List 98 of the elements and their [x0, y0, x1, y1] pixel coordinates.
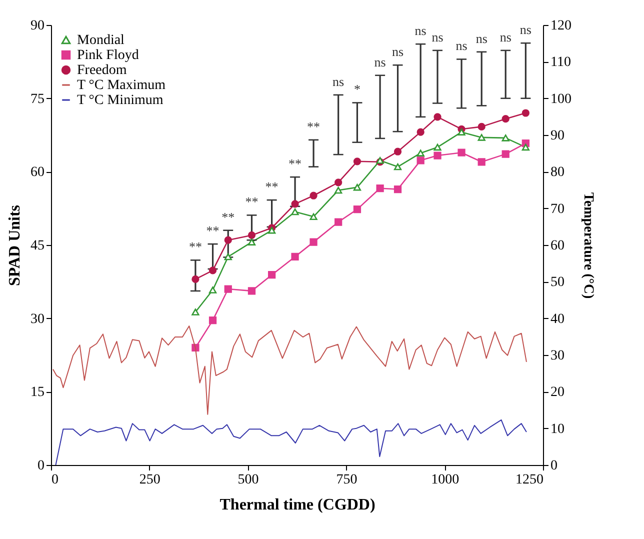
point — [224, 236, 232, 244]
y2-tick-label: 120 — [550, 18, 572, 34]
line-series — [52, 326, 527, 415]
point — [334, 178, 342, 186]
point — [502, 115, 510, 123]
point — [376, 184, 384, 192]
point — [268, 226, 276, 234]
point — [208, 316, 217, 324]
point — [394, 148, 402, 156]
point — [291, 200, 299, 208]
point — [353, 184, 362, 191]
point — [268, 271, 276, 279]
data-label: ns — [500, 29, 512, 44]
y2-tick-label: 70 — [550, 202, 564, 217]
point — [334, 186, 342, 194]
data-label: * — [354, 82, 360, 97]
x-tick-label: 1250 — [516, 472, 544, 488]
y2-tick-label: 20 — [550, 385, 564, 400]
data-label: ns — [392, 44, 404, 60]
data-label: ns — [476, 30, 488, 46]
point — [478, 122, 486, 130]
point — [248, 287, 256, 295]
point — [522, 109, 530, 117]
x-axis-title: Thermal time (CGDD) — [220, 496, 376, 514]
data-label: ns — [520, 22, 532, 38]
y2-tick-label: 10 — [550, 422, 564, 437]
y2-tick-label: 110 — [550, 55, 571, 70]
y2-tick-label: 90 — [550, 128, 564, 144]
point — [192, 275, 200, 284]
point — [478, 158, 486, 166]
y-tick-label: 45 — [30, 238, 44, 254]
y-tick-label: 90 — [30, 18, 44, 34]
point — [192, 308, 200, 316]
point — [394, 185, 402, 194]
data-label: ns — [456, 38, 468, 54]
data-label: ns — [414, 23, 426, 38]
point — [291, 208, 299, 216]
data-label: ** — [307, 118, 320, 134]
y-axis-title: SPAD Units — [6, 204, 24, 286]
data-label: ** — [245, 194, 258, 210]
point — [434, 152, 442, 160]
point — [416, 150, 424, 156]
point — [478, 134, 486, 141]
legend-label: T °C Minimum — [77, 93, 164, 108]
data-label: ** — [222, 209, 235, 224]
data-label: ** — [188, 239, 202, 254]
point — [416, 156, 424, 164]
point — [310, 238, 318, 246]
point — [353, 206, 362, 214]
x-tick-label: 750 — [336, 472, 358, 488]
data-label: ns — [432, 29, 444, 44]
point — [394, 163, 402, 170]
data-label: ns — [374, 54, 386, 70]
y-tick-label: 30 — [30, 312, 44, 327]
point — [502, 134, 510, 142]
x-tick-label: 1000 — [431, 472, 460, 488]
point — [458, 128, 466, 136]
legend-label: Mondial — [77, 33, 125, 48]
point — [208, 286, 217, 294]
data-label: ns — [332, 74, 344, 89]
point — [522, 144, 530, 151]
y-tick-label: 60 — [30, 165, 44, 180]
x-tick-label: 0 — [52, 472, 58, 488]
y2-tick-label: 0 — [550, 458, 558, 474]
data-label: ** — [288, 156, 302, 172]
point — [224, 253, 232, 260]
point — [310, 213, 318, 220]
point — [208, 266, 217, 274]
data-label: ** — [206, 223, 220, 238]
y2-tick-label: 100 — [550, 92, 572, 107]
line-series — [55, 419, 527, 466]
legend-label: Pink Floyd — [77, 48, 139, 63]
y2-tick-label: 40 — [550, 312, 564, 327]
x-tick-label: 250 — [139, 472, 160, 488]
y2-tick-label: 80 — [550, 165, 564, 180]
point — [416, 128, 424, 136]
point — [310, 192, 318, 200]
legend-label: Freedom — [77, 63, 127, 78]
point — [291, 252, 299, 261]
point — [458, 148, 466, 156]
data-label: ** — [265, 179, 278, 194]
point — [434, 144, 442, 151]
y2-tick-label: 50 — [550, 275, 564, 290]
point — [248, 231, 256, 240]
point — [434, 113, 442, 121]
point — [334, 218, 342, 226]
point — [224, 285, 232, 293]
point — [502, 150, 510, 158]
point — [353, 158, 362, 166]
legend-label: T °C Maximum — [77, 78, 166, 93]
x-tick-label: 500 — [238, 472, 259, 488]
y-tick-label: 0 — [38, 458, 44, 474]
point — [248, 238, 256, 246]
y2-tick-label: 60 — [550, 238, 564, 254]
y2-tick-label: 30 — [550, 348, 564, 364]
y-tick-label: 15 — [30, 385, 44, 400]
y-tick-label: 75 — [30, 92, 44, 107]
y2-axis-title: Temperature (°C) — [580, 192, 596, 299]
